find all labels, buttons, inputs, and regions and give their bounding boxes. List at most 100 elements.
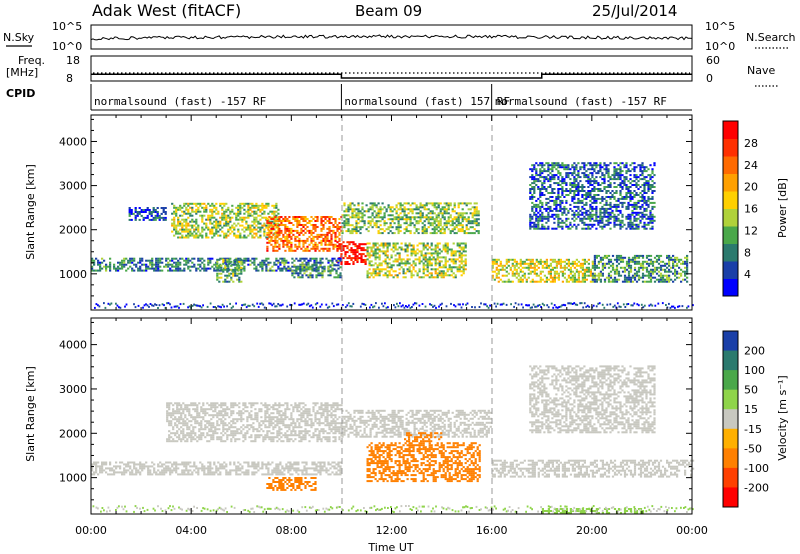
- power-cell: [175, 228, 178, 231]
- power-cell: [407, 202, 410, 205]
- power-cell: [304, 218, 307, 220]
- power-cell: [357, 214, 360, 217]
- power-cell: [216, 276, 219, 279]
- power-cell: [272, 218, 275, 220]
- power-cell: [617, 213, 620, 216]
- power-cell: [557, 276, 560, 279]
- power-cell: [615, 280, 619, 283]
- power-cell: [581, 278, 584, 281]
- power-cell: [349, 232, 352, 235]
- power-cell: [444, 272, 447, 275]
- power-cell: [615, 254, 619, 257]
- power-cell: [521, 270, 524, 273]
- power-cell: [157, 259, 160, 262]
- power-cell: [414, 258, 417, 261]
- power-cell: [609, 211, 612, 214]
- power-cell: [243, 261, 246, 264]
- power-cell: [384, 250, 387, 253]
- power-cell: [331, 269, 334, 272]
- power-cell: [521, 260, 524, 263]
- power-cell: [655, 278, 659, 281]
- power-cell: [205, 208, 208, 211]
- power-cell: [467, 218, 470, 221]
- power-cell: [539, 217, 542, 220]
- power-cell: [179, 261, 182, 264]
- power-cell: [519, 268, 522, 271]
- power-cell: [294, 239, 297, 242]
- power-cell: [531, 270, 534, 273]
- power-cell: [571, 184, 574, 186]
- power-cell: [219, 204, 222, 207]
- power-cell: [569, 178, 572, 181]
- power-cell: [151, 263, 154, 266]
- power-cell: [436, 272, 439, 275]
- power-cell: [541, 270, 544, 273]
- power-cell: [627, 223, 630, 226]
- power-cell: [547, 219, 550, 222]
- power-cell: [565, 184, 568, 186]
- power-cell: [338, 247, 341, 250]
- power-cell: [603, 207, 606, 210]
- power-cell: [191, 218, 194, 221]
- power-cell: [599, 209, 602, 212]
- power-cell: [674, 272, 677, 275]
- power-cell: [535, 172, 538, 175]
- power-cell: [253, 218, 256, 221]
- power-cell: [300, 231, 303, 234]
- power-cell: [597, 272, 600, 275]
- power-noise-cell: [686, 306, 688, 309]
- power-noise-cell: [583, 302, 586, 305]
- power-cell: [551, 278, 554, 281]
- power-cell: [444, 242, 447, 245]
- power-cell: [328, 222, 331, 224]
- power-cell: [452, 272, 455, 275]
- power-cell: [137, 267, 140, 270]
- power-cell: [338, 218, 341, 220]
- power-cell: [138, 207, 141, 209]
- power-cell: [423, 228, 426, 231]
- power-cell: [563, 272, 566, 275]
- power-cell: [563, 268, 566, 271]
- power-cell: [543, 188, 546, 190]
- power-cell: [346, 247, 349, 250]
- power-cell: [637, 188, 640, 190]
- power-cell: [329, 259, 332, 262]
- power-cell: [613, 223, 616, 226]
- power-cell: [288, 216, 291, 218]
- power-cell: [519, 260, 522, 263]
- power-cell: [215, 220, 218, 223]
- power-cell: [169, 259, 172, 262]
- power-cell: [281, 259, 284, 262]
- power-cell: [531, 209, 534, 212]
- power-cell: [227, 224, 230, 227]
- power-cell: [593, 223, 596, 226]
- power-cell: [635, 262, 639, 265]
- power-cell: [623, 268, 627, 271]
- power-cell: [299, 270, 302, 273]
- power-cell: [377, 230, 380, 233]
- power-cell: [397, 232, 400, 235]
- power-cell: [369, 222, 372, 225]
- power-cell: [449, 214, 452, 217]
- power-cell: [649, 274, 653, 277]
- power-cell: [643, 201, 646, 204]
- power-noise-cell: [570, 302, 573, 305]
- beam-title: Beam 09: [355, 2, 422, 20]
- power-cell: [607, 186, 610, 188]
- power-cell: [386, 262, 389, 265]
- power-cell: [181, 218, 184, 221]
- power-cell: [419, 202, 422, 205]
- power-cell: [473, 218, 476, 221]
- power-cell: [372, 268, 375, 271]
- power-cell: [625, 262, 629, 265]
- power-cell: [621, 213, 624, 216]
- power-cell: [385, 210, 388, 213]
- power-cell: [409, 220, 412, 223]
- power-cell: [591, 217, 594, 220]
- power-cell: [197, 267, 200, 270]
- power-cell: [249, 212, 252, 215]
- power-cell: [427, 222, 430, 225]
- power-noise-cell: [672, 305, 675, 308]
- power-cell: [668, 254, 671, 257]
- power-cell: [310, 231, 313, 234]
